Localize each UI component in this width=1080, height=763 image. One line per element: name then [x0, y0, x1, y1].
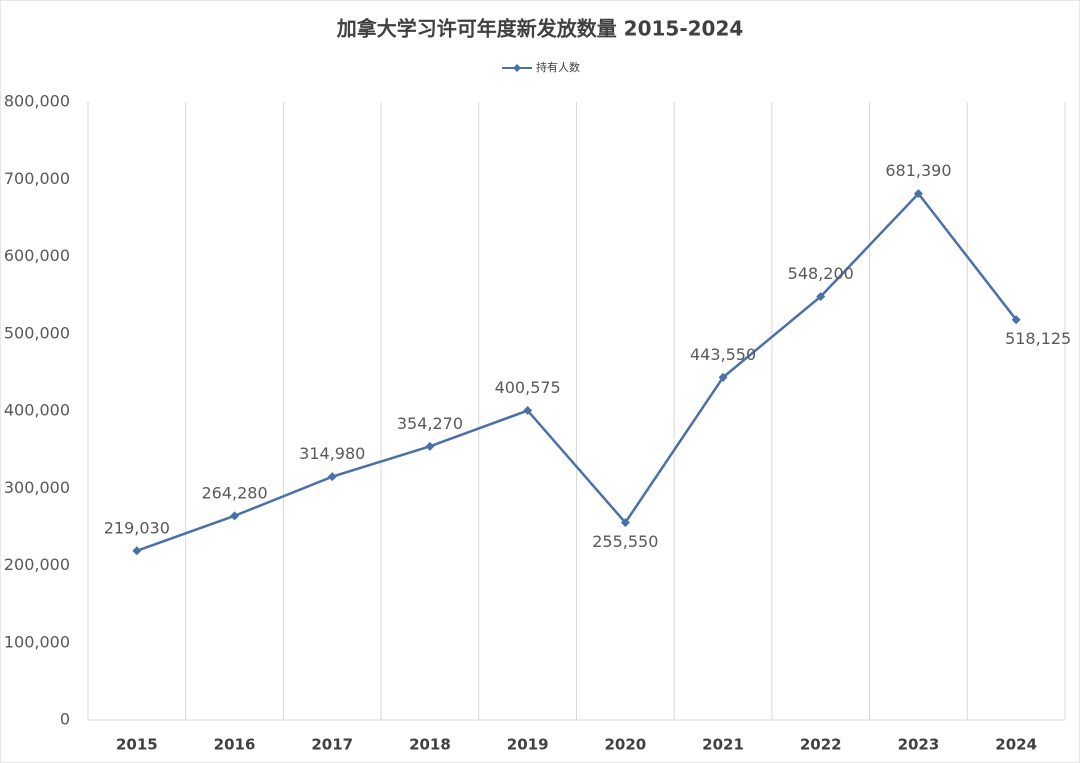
data-label: 681,390: [885, 161, 951, 180]
marker: [816, 292, 826, 302]
x-tick-label: 2021: [702, 736, 744, 754]
y-tick-label: 700,000: [4, 169, 70, 188]
marker: [132, 546, 142, 556]
x-tick-label: 2023: [898, 736, 940, 754]
y-tick-label: 300,000: [4, 478, 70, 497]
y-tick-label: 100,000: [4, 632, 70, 651]
y-tick-label: 400,000: [4, 401, 70, 420]
marker: [718, 372, 728, 382]
data-label: 314,980: [299, 444, 365, 463]
chart-title: 加拿大学习许可年度新发放数量 2015-2024: [336, 17, 744, 41]
data-label: 518,125: [1005, 329, 1071, 348]
y-tick-label: 800,000: [4, 92, 70, 111]
marker: [230, 511, 240, 521]
marker: [327, 472, 337, 482]
data-label: 548,200: [788, 264, 854, 283]
data-label: 264,280: [201, 483, 267, 502]
legend-label: 持有人数: [536, 60, 580, 74]
legend-marker: [513, 64, 521, 72]
x-tick-label: 2019: [507, 736, 549, 754]
x-tick-label: 2017: [311, 736, 353, 754]
x-tick-label: 2024: [995, 736, 1037, 754]
marker: [620, 518, 630, 528]
data-label: 219,030: [104, 518, 170, 537]
y-tick-label: 200,000: [4, 555, 70, 574]
data-label: 354,270: [397, 414, 463, 433]
marker: [1011, 315, 1021, 325]
x-tick-label: 2018: [409, 736, 451, 754]
marker: [523, 406, 533, 416]
marker: [913, 189, 923, 199]
data-label: 255,550: [592, 532, 658, 551]
x-tick-label: 2016: [214, 736, 256, 754]
y-tick-label: 0: [60, 710, 70, 729]
data-label: 400,575: [495, 378, 561, 397]
marker: [425, 441, 435, 451]
line: [136, 191, 1018, 552]
x-tick-label: 2015: [116, 736, 158, 754]
data-label: 443,550: [690, 345, 756, 364]
y-tick-label: 500,000: [4, 323, 70, 342]
x-tick-label: 2022: [800, 736, 842, 754]
y-tick-label: 600,000: [4, 246, 70, 265]
x-tick-label: 2020: [604, 736, 646, 754]
